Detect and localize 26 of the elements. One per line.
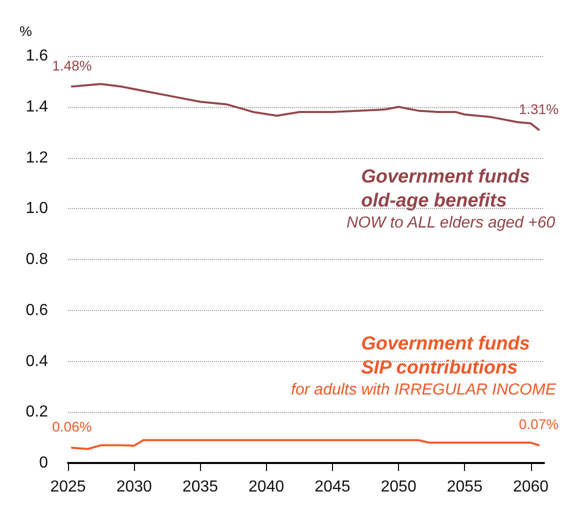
y-tick-label: 0.4 [26,352,48,370]
y-tick-label: 0.8 [26,251,48,268]
x-tick-label: 2060 [512,478,549,496]
x-tick-label: 2040 [248,478,284,496]
y-tick-label: 1.2 [26,149,48,166]
annotation: for adults with IRREGULAR INCOME [291,382,556,398]
annotation: NOW to ALL elders aged +60 [346,214,556,232]
y-tick-label: 1.4 [26,98,48,116]
x-tick-label: 2055 [446,478,483,496]
y-tick-label: 0.2 [26,404,48,421]
data-label: 1.31% [518,100,559,117]
x-tick-label: 2030 [116,478,152,496]
x-tick-label: 2025 [50,478,86,496]
data-label: 0.07% [518,416,559,432]
x-tick-label: 2050 [380,478,416,496]
y-tick-label: 0 [39,454,48,472]
y-tick-label: 1.0 [26,200,48,218]
y-axis-title: % [20,23,32,39]
x-tick-label: 2045 [314,478,350,496]
line-series [70,439,540,450]
y-tick-label: 0.6 [26,302,48,319]
data-label: 0.06% [52,418,92,435]
series-label: Government funds old-age benefits [361,166,530,212]
data-label: 1.48% [52,58,92,74]
y-tick-label: 1.6 [26,48,48,64]
x-tick-label: 2035 [182,478,218,496]
